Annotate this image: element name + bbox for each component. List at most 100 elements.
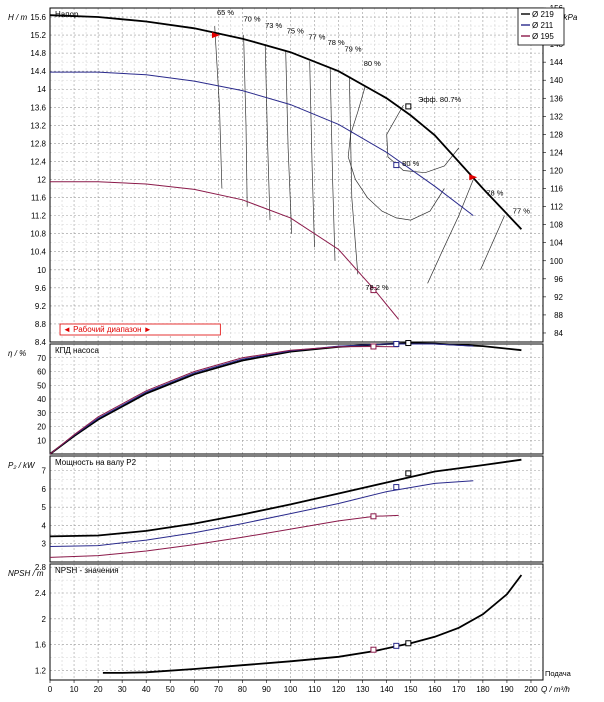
operating-point-marker (393, 484, 400, 491)
efficiency-isoline (309, 61, 315, 248)
x-tick-label: 100 (284, 685, 298, 694)
curves-layer (49, 14, 523, 674)
y-tick-label: 9.6 (35, 284, 47, 293)
y-tick-label: 12.4 (30, 157, 46, 166)
series-line (49, 514, 399, 558)
working-range-box (59, 323, 221, 336)
panel-title: Напор (55, 10, 79, 19)
y-tick-label: 60 (37, 368, 46, 377)
curve-annotation: 78 % (328, 38, 345, 47)
y-tick-label: 14 (37, 85, 46, 94)
curve-annotation: 77 % (308, 33, 325, 42)
y-tick-label: 50 (37, 381, 46, 390)
y-right-tick-label: 140 (550, 76, 564, 85)
operating-point-marker (370, 343, 377, 350)
grid-layer (49, 7, 546, 683)
curve-annotation: 79 % (344, 44, 361, 53)
operating-point-marker (405, 470, 412, 477)
y-tick-label: 13.2 (30, 121, 46, 130)
y-tick-label: 2 (42, 615, 47, 624)
operating-point-marker (393, 642, 400, 649)
y-right-tick-label: 124 (550, 148, 564, 157)
y-tick-label: 13.6 (30, 103, 46, 112)
y-tick-label: 7 (42, 467, 47, 476)
y-tick-label: 12 (37, 176, 46, 185)
y-tick-label: 15.2 (30, 31, 46, 40)
curve-annotation: 80 % (364, 59, 381, 68)
y-right-tick-label: 116 (550, 185, 563, 194)
y-tick-label: 30 (37, 409, 46, 418)
curve-annotation: 78 % (486, 188, 503, 197)
y-tick-label: 2.8 (35, 563, 47, 572)
operating-point-marker (393, 341, 400, 347)
y-tick-label: 4 (42, 521, 47, 530)
curve-annotation: 65 % (217, 8, 234, 17)
y-tick-label: 14.8 (30, 49, 46, 58)
x-tick-label: 10 (70, 685, 79, 694)
y-right-tick-label: 96 (554, 275, 563, 284)
curve-annotation: 70 % (243, 15, 260, 24)
curve-annotation: 73 % (265, 21, 282, 30)
x-tick-label: 20 (94, 685, 103, 694)
y-tick-label: 11.6 (31, 194, 47, 203)
working-range-label: ◄ Рабочий диапазон ► (63, 325, 152, 334)
series-line (50, 181, 400, 320)
x-tick-label: 150 (404, 685, 418, 694)
y-axis-label: NPSH / m (8, 569, 44, 578)
y-axis-label: P₂ / kW (8, 461, 36, 470)
y-tick-label: 1.6 (35, 641, 47, 650)
y-tick-label: 10 (37, 266, 46, 275)
series-line (49, 480, 474, 547)
x-tick-label: 160 (428, 685, 442, 694)
series-line (49, 343, 474, 455)
operating-point-marker (405, 340, 412, 347)
x-tick-label: 80 (238, 685, 247, 694)
x-tick-label: 40 (142, 685, 151, 694)
working-range-marker (469, 174, 478, 181)
x-tick-label: 200 (524, 685, 538, 694)
series-line (49, 342, 522, 455)
y-right-tick-label: 136 (550, 94, 564, 103)
x-axis-label: Q / m³/h (541, 685, 570, 694)
operating-point-marker (370, 646, 377, 653)
efficiency-isoline (386, 104, 460, 174)
panel-title: Мощность на валу P2 (55, 458, 137, 467)
panel-frame (49, 563, 544, 681)
y-right-tick-label: 100 (550, 257, 564, 266)
y-right-tick-label: 92 (554, 293, 563, 302)
y-tick-label: 15.6 (30, 13, 46, 22)
y-tick-label: 20 (37, 423, 46, 432)
y-right-tick-label: 112 (550, 203, 563, 212)
y-tick-label: 70 (37, 354, 46, 363)
y-tick-label: 6 (42, 485, 47, 494)
legend-entry: Ø 211 (532, 21, 554, 30)
legend-entry: Ø 195 (532, 32, 554, 41)
efficiency-isoline (427, 179, 474, 284)
panel-title: КПД насоса (55, 346, 99, 355)
x-tick-label: 60 (190, 685, 199, 694)
x-tick-label: 0 (48, 685, 53, 694)
y-tick-label: 5 (42, 503, 47, 512)
curve-annotation: 75 % (287, 26, 304, 35)
efficiency-isoline (285, 50, 293, 234)
x-tick-label: 130 (356, 685, 370, 694)
y-right-tick-label: 104 (550, 239, 564, 248)
series-line (49, 345, 399, 455)
y-tick-label: 12.8 (30, 139, 46, 148)
x-tick-label: 110 (308, 685, 321, 694)
x-tick-label: 180 (476, 685, 490, 694)
y-right-tick-label: 128 (550, 130, 564, 139)
operating-point-marker (405, 640, 412, 647)
x-tick-label: 70 (214, 685, 223, 694)
efficiency-isoline (243, 35, 248, 207)
x-axis-caption: Подача (545, 669, 572, 678)
curve-annotation: 80 % (402, 159, 419, 168)
series-line (50, 71, 474, 216)
x-tick-label: 170 (452, 685, 466, 694)
y-tick-label: 11.2 (31, 212, 47, 221)
x-tick-label: 50 (166, 685, 175, 694)
y-tick-label: 14.4 (30, 67, 46, 76)
x-tick-label: 90 (262, 685, 271, 694)
panel-title: NPSH - значения (55, 566, 119, 575)
